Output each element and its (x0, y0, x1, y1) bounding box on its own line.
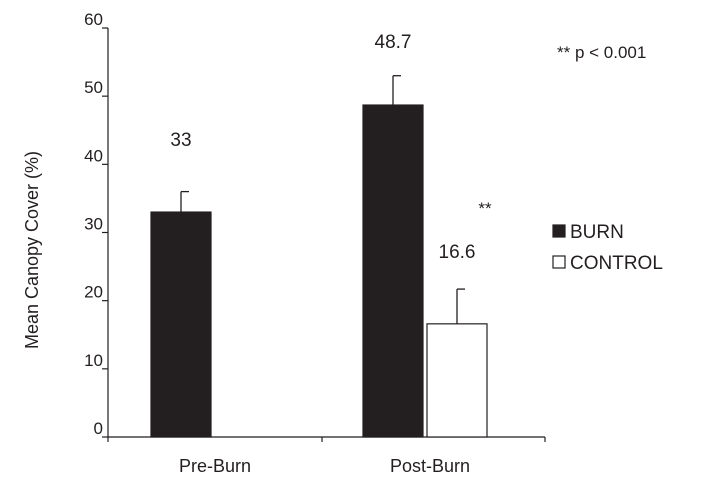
bar-burn-post-burn (362, 104, 424, 438)
legend-label-burn: BURN (570, 222, 624, 243)
y-tick-label: 50 (84, 78, 103, 97)
plot-area: 0 10 20 30 40 50 60 Pre-Burn Post-Burn 33 48.7 16.6… (84, 10, 546, 476)
data-label: 33 (170, 130, 191, 151)
y-tick-label: 30 (84, 215, 103, 234)
legend: BURN CONTROL (552, 222, 663, 274)
bar-control-post-burn (426, 323, 488, 438)
x-tick-label: Pre-Burn (179, 456, 251, 476)
y-tick-label: 60 (84, 10, 103, 29)
legend-swatch-burn (552, 224, 566, 238)
legend-swatch-control (552, 255, 566, 269)
bar-burn-pre-burn (150, 211, 212, 438)
y-tick-label: 20 (84, 283, 103, 302)
legend-label-control: CONTROL (570, 253, 663, 274)
y-tick-label: 0 (94, 419, 103, 438)
y-axis-label: Mean Canopy Cover (%) (22, 151, 42, 349)
y-tick-label: 10 (84, 351, 103, 370)
y-tick-label: 40 (84, 146, 103, 165)
significance-note: ** p < 0.001 (557, 43, 646, 62)
x-tick-label: Post-Burn (390, 456, 470, 476)
significance-marker: ** (478, 199, 492, 218)
data-label: 48.7 (375, 32, 412, 53)
data-label: 16.6 (439, 242, 476, 263)
